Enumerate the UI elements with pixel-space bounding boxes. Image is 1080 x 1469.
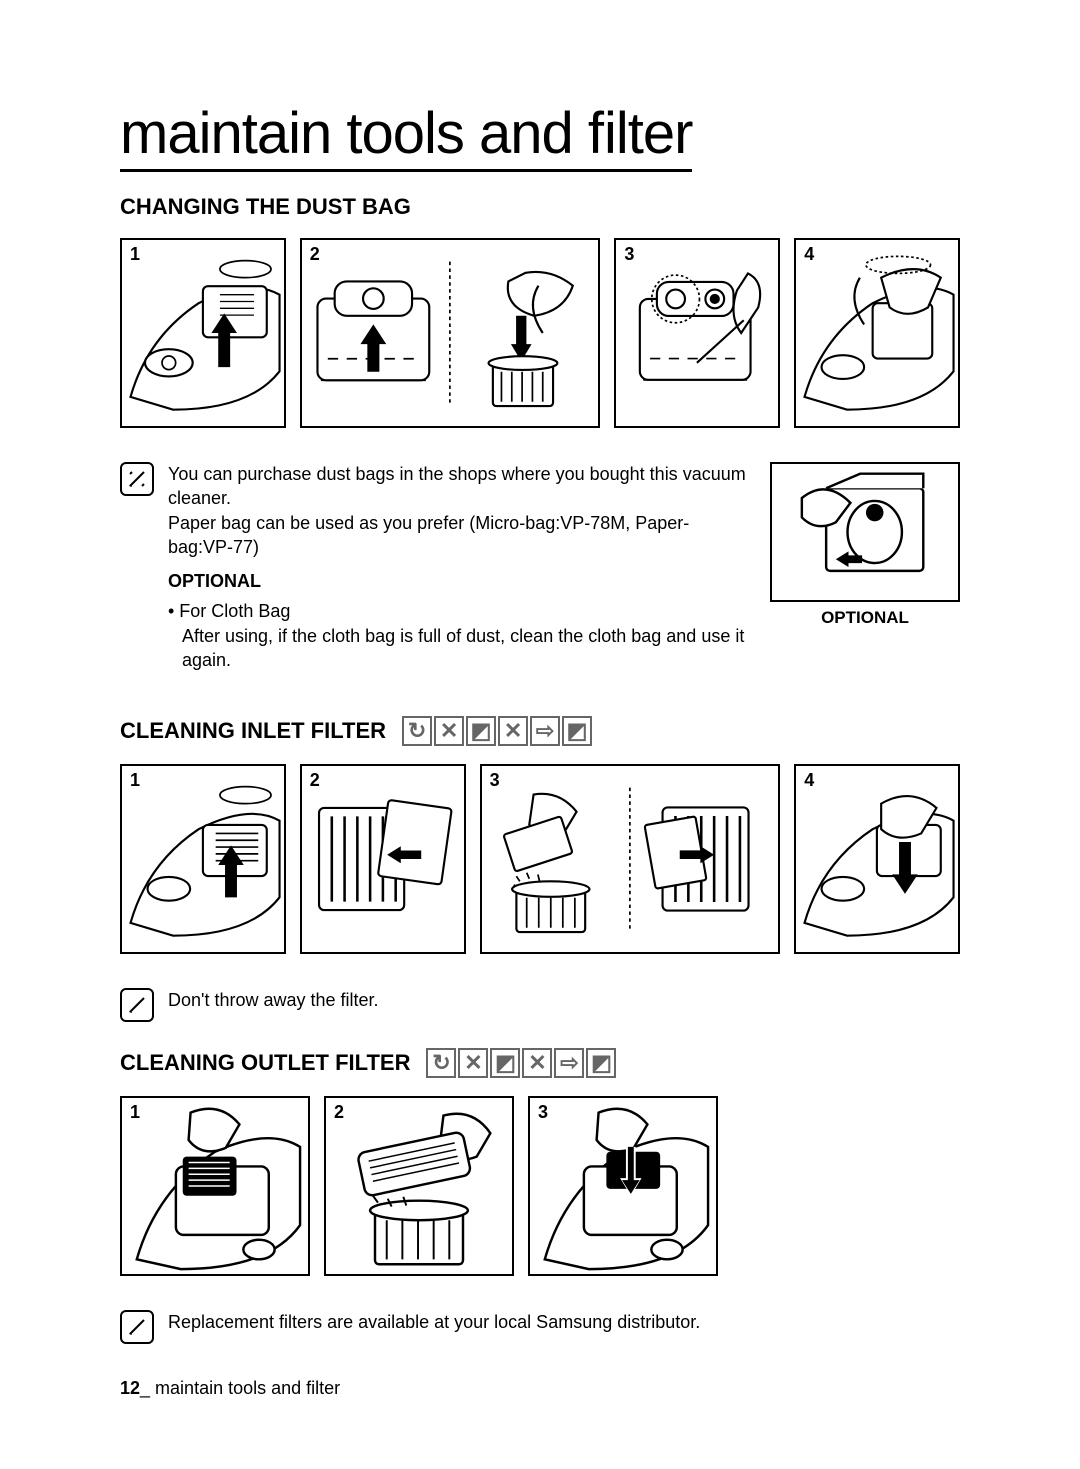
outlet-steps: 1 2 3 bbox=[120, 1096, 960, 1276]
dust-bag-step-3-illustration bbox=[616, 240, 778, 426]
step-num: 4 bbox=[804, 244, 814, 265]
inlet-step-1-illustration bbox=[122, 766, 284, 952]
wash-icon: ◩ bbox=[466, 716, 496, 746]
optional-side-label: OPTIONAL bbox=[770, 608, 960, 628]
wash-icon: ↻ bbox=[426, 1048, 456, 1078]
step-num: 2 bbox=[310, 244, 320, 265]
note-icon bbox=[120, 988, 154, 1022]
heading-outlet: CLEANING OUTLET FILTER ↻ ✕ ◩ ✕ ⇨ ◩ bbox=[120, 1048, 960, 1078]
outlet-step-2: 2 bbox=[324, 1096, 514, 1276]
step-num: 1 bbox=[130, 1102, 140, 1123]
outlet-note: Replacement filters are available at you… bbox=[120, 1310, 960, 1344]
dust-bag-info: You can purchase dust bags in the shops … bbox=[120, 462, 960, 686]
outlet-step-3-illustration bbox=[530, 1098, 716, 1274]
wash-icon-strip-inlet: ↻ ✕ ◩ ✕ ⇨ ◩ bbox=[402, 716, 592, 746]
footer-sep: _ bbox=[140, 1378, 150, 1398]
optional-label: OPTIONAL bbox=[168, 569, 752, 593]
wash-icon: ✕ bbox=[434, 716, 464, 746]
heading-dust-bag: CHANGING THE DUST BAG bbox=[120, 194, 960, 220]
step-num: 3 bbox=[624, 244, 634, 265]
heading-inlet: CLEANING INLET FILTER ↻ ✕ ◩ ✕ ⇨ ◩ bbox=[120, 716, 960, 746]
wash-icon: ◩ bbox=[490, 1048, 520, 1078]
step-num: 1 bbox=[130, 770, 140, 791]
inlet-step-4-illustration bbox=[796, 766, 958, 952]
wash-icon: ◩ bbox=[562, 716, 592, 746]
dust-bag-step-2-illustration bbox=[302, 240, 599, 426]
inlet-steps: 1 2 3 bbox=[120, 764, 960, 954]
heading-dust-bag-text: CHANGING THE DUST BAG bbox=[120, 194, 411, 220]
step-num: 2 bbox=[310, 770, 320, 791]
footer-label: maintain tools and filter bbox=[150, 1378, 340, 1398]
inlet-step-2-illustration bbox=[302, 766, 464, 952]
step-num: 3 bbox=[490, 770, 500, 791]
heading-inlet-text: CLEANING INLET FILTER bbox=[120, 718, 386, 744]
dust-bag-step-1: 1 bbox=[120, 238, 286, 428]
dust-bag-step-2: 2 bbox=[300, 238, 601, 428]
page-footer: 12_ maintain tools and filter bbox=[120, 1378, 340, 1399]
step-num: 4 bbox=[804, 770, 814, 791]
dust-bag-step-1-illustration bbox=[122, 240, 284, 426]
dust-bag-step-4: 4 bbox=[794, 238, 960, 428]
optional-text: After using, if the cloth bag is full of… bbox=[168, 624, 752, 673]
inlet-step-2: 2 bbox=[300, 764, 466, 954]
dust-bag-note-text: You can purchase dust bags in the shops … bbox=[168, 462, 752, 672]
wash-icon: ⇨ bbox=[554, 1048, 584, 1078]
optional-side-illustration bbox=[770, 462, 960, 602]
dust-bag-step-3: 3 bbox=[614, 238, 780, 428]
wash-icon: ⇨ bbox=[530, 716, 560, 746]
inlet-note-text: Don't throw away the filter. bbox=[168, 988, 379, 1012]
inlet-step-4: 4 bbox=[794, 764, 960, 954]
outlet-step-3: 3 bbox=[528, 1096, 718, 1276]
optional-side-wrap: OPTIONAL bbox=[770, 462, 960, 628]
dust-bag-steps: 1 2 bbox=[120, 238, 960, 428]
optional-bullet: • For Cloth Bag bbox=[168, 599, 752, 623]
inlet-step-3-illustration bbox=[482, 766, 779, 952]
page-title: maintain tools and ﬁlter bbox=[120, 100, 692, 172]
note-line-1: You can purchase dust bags in the shops … bbox=[168, 464, 746, 508]
inlet-step-1: 1 bbox=[120, 764, 286, 954]
inlet-step-3: 3 bbox=[480, 764, 781, 954]
note-icon bbox=[120, 462, 154, 496]
outlet-step-2-illustration bbox=[326, 1098, 512, 1274]
wash-icon: ◩ bbox=[586, 1048, 616, 1078]
inlet-note: Don't throw away the filter. bbox=[120, 988, 960, 1022]
wash-icon: ✕ bbox=[522, 1048, 552, 1078]
step-num: 2 bbox=[334, 1102, 344, 1123]
page-number: 12 bbox=[120, 1378, 140, 1398]
wash-icon: ✕ bbox=[458, 1048, 488, 1078]
wash-icon: ↻ bbox=[402, 716, 432, 746]
outlet-step-1: 1 bbox=[120, 1096, 310, 1276]
outlet-step-1-illustration bbox=[122, 1098, 308, 1274]
dust-bag-step-4-illustration bbox=[796, 240, 958, 426]
step-num: 3 bbox=[538, 1102, 548, 1123]
dust-bag-note: You can purchase dust bags in the shops … bbox=[120, 462, 752, 672]
wash-icon-strip-outlet: ↻ ✕ ◩ ✕ ⇨ ◩ bbox=[426, 1048, 616, 1078]
step-num: 1 bbox=[130, 244, 140, 265]
note-icon bbox=[120, 1310, 154, 1344]
wash-icon: ✕ bbox=[498, 716, 528, 746]
note-line-2: Paper bag can be used as you prefer (Mic… bbox=[168, 513, 689, 557]
heading-outlet-text: CLEANING OUTLET FILTER bbox=[120, 1050, 410, 1076]
outlet-note-text: Replacement filters are available at you… bbox=[168, 1310, 700, 1334]
